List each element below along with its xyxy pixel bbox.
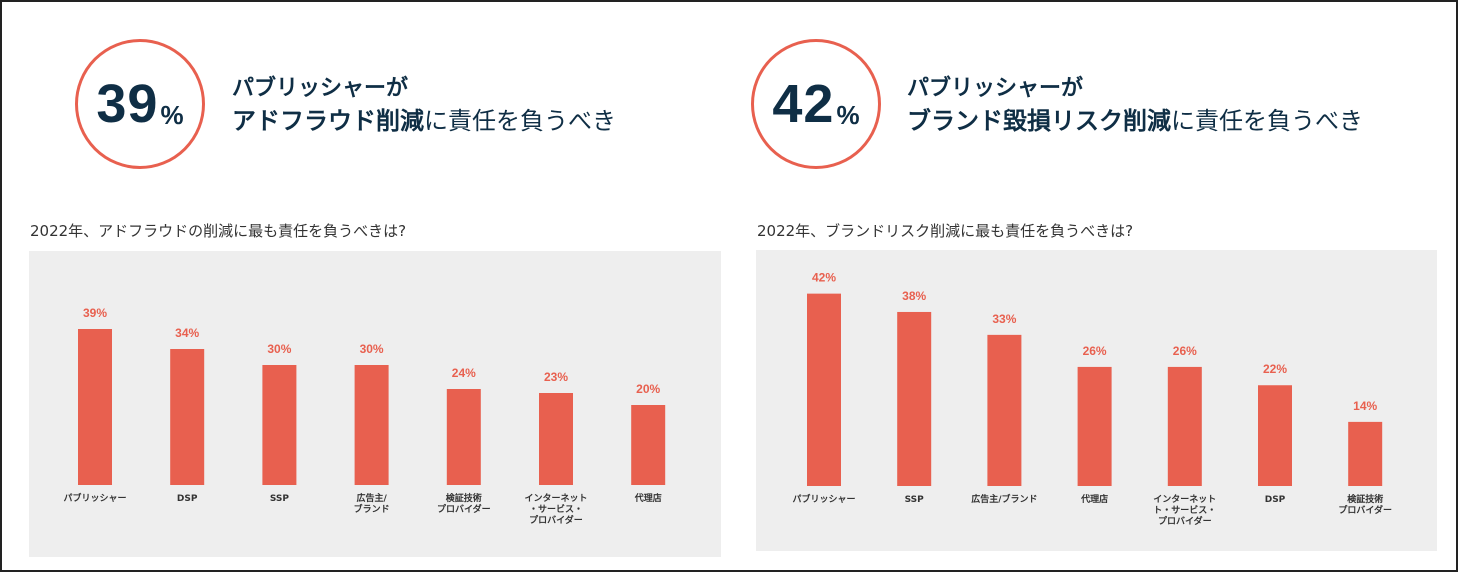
bar-left-3 xyxy=(354,365,389,485)
bar-left-6 xyxy=(631,405,666,485)
category-label-right-4: インターネットト・サービス・プロバイダー xyxy=(1153,493,1216,527)
right-chart-panel: 42% パブリッシャー 38% SSP 33% 広告主/ブランド 26% 代理店 26% インター… xyxy=(756,250,1437,551)
category-label-right-0: パブリッシャー xyxy=(792,493,855,505)
bar-right-2 xyxy=(987,334,1022,486)
right-headline: パブリッシャーが ブランド毀損リスク削減に責任を負うべき xyxy=(907,74,1363,138)
data-label-left-2: 30% xyxy=(267,342,291,356)
data-label-left-6: 20% xyxy=(636,382,660,396)
left-stat-unit: % xyxy=(160,99,184,130)
right-stat-number: 42 xyxy=(772,74,835,134)
left-headline-rest: に責任を負うべき xyxy=(424,107,616,135)
bar-left-1 xyxy=(170,349,205,485)
left-headline: パブリッシャーが アドフラウド削減に責任を負うべき xyxy=(232,74,616,138)
bar-right-0 xyxy=(807,293,841,486)
data-label-left-0: 39% xyxy=(83,306,107,320)
category-label-left-4: 検証技術プロバイダー xyxy=(437,492,491,515)
bar-right-6 xyxy=(1348,421,1383,486)
right-bar-chart: 42% パブリッシャー 38% SSP 33% 広告主/ブランド 26% 代理店 26% インター… xyxy=(792,271,1392,527)
right-headline-bold: ブランド毀損リスク削減 xyxy=(907,107,1171,135)
right-headline-rest: に責任を負うべき xyxy=(1171,107,1363,135)
left-stat-circle: 39% xyxy=(75,39,205,169)
right-headline-line1: パブリッシャーが xyxy=(907,76,1084,101)
data-label-left-5: 23% xyxy=(544,370,568,384)
left-headline-line2: アドフラウド削減に責任を負うべき xyxy=(232,104,616,138)
right-stat-unit: % xyxy=(836,99,860,130)
bar-right-1 xyxy=(897,311,932,486)
right-headline-line2: ブランド毀損リスク削減に責任を負うべき xyxy=(907,104,1363,138)
category-label-left-2: SSP xyxy=(270,494,290,504)
data-label-left-4: 24% xyxy=(452,366,476,380)
data-label-right-2: 33% xyxy=(992,312,1016,326)
bar-right-4 xyxy=(1167,366,1202,486)
category-label-left-6: 代理店 xyxy=(634,492,662,504)
category-label-left-5: インターネット・サービス・プロバイダー xyxy=(524,492,587,526)
category-label-right-1: SSP xyxy=(905,495,925,505)
bar-left-2 xyxy=(262,365,297,485)
data-label-left-3: 30% xyxy=(360,342,384,356)
left-stat-number: 39 xyxy=(96,74,159,134)
data-label-right-3: 26% xyxy=(1083,344,1107,358)
category-label-right-5: DSP xyxy=(1265,495,1286,505)
category-label-left-1: DSP xyxy=(177,494,198,504)
category-label-left-0: パブリッシャー xyxy=(63,492,126,504)
data-label-right-0: 42% xyxy=(812,271,836,285)
category-label-right-6: 検証技術プロバイダー xyxy=(1338,493,1392,516)
bar-right-5 xyxy=(1258,385,1292,486)
left-chart-panel: 39% パブリッシャー 34% DSP 30% SSP 30% 広告主/ブランド 24% 検証技術… xyxy=(29,251,721,557)
bar-left-4 xyxy=(446,389,481,485)
bar-left-5 xyxy=(539,393,573,485)
data-label-right-1: 38% xyxy=(902,289,926,303)
left-headline-line1: パブリッシャーが xyxy=(232,76,409,101)
data-label-right-4: 26% xyxy=(1173,344,1197,358)
data-label-right-5: 22% xyxy=(1263,362,1287,376)
bar-right-3 xyxy=(1077,366,1112,486)
right-chart-title: 2022年、ブランドリスク削減に最も責任を負うべきは? xyxy=(757,222,1134,240)
category-label-right-3: 代理店 xyxy=(1080,493,1108,505)
category-label-left-3: 広告主/ブランド xyxy=(354,492,390,515)
left-headline-bold: アドフラウド削減 xyxy=(232,107,424,135)
data-label-right-6: 14% xyxy=(1353,399,1377,413)
left-chart-title: 2022年、アドフラウドの削減に最も責任を負うべきは? xyxy=(30,222,407,240)
bar-left-0 xyxy=(78,329,112,485)
right-stat-circle: 42% xyxy=(751,39,881,169)
data-label-left-1: 34% xyxy=(175,326,199,340)
left-bar-chart: 39% パブリッシャー 34% DSP 30% SSP 30% 広告主/ブランド 24% 検証技術… xyxy=(63,306,666,526)
category-label-right-2: 広告主/ブランド xyxy=(971,493,1037,505)
